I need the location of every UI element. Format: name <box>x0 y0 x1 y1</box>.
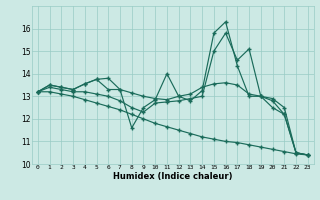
X-axis label: Humidex (Indice chaleur): Humidex (Indice chaleur) <box>113 172 233 181</box>
